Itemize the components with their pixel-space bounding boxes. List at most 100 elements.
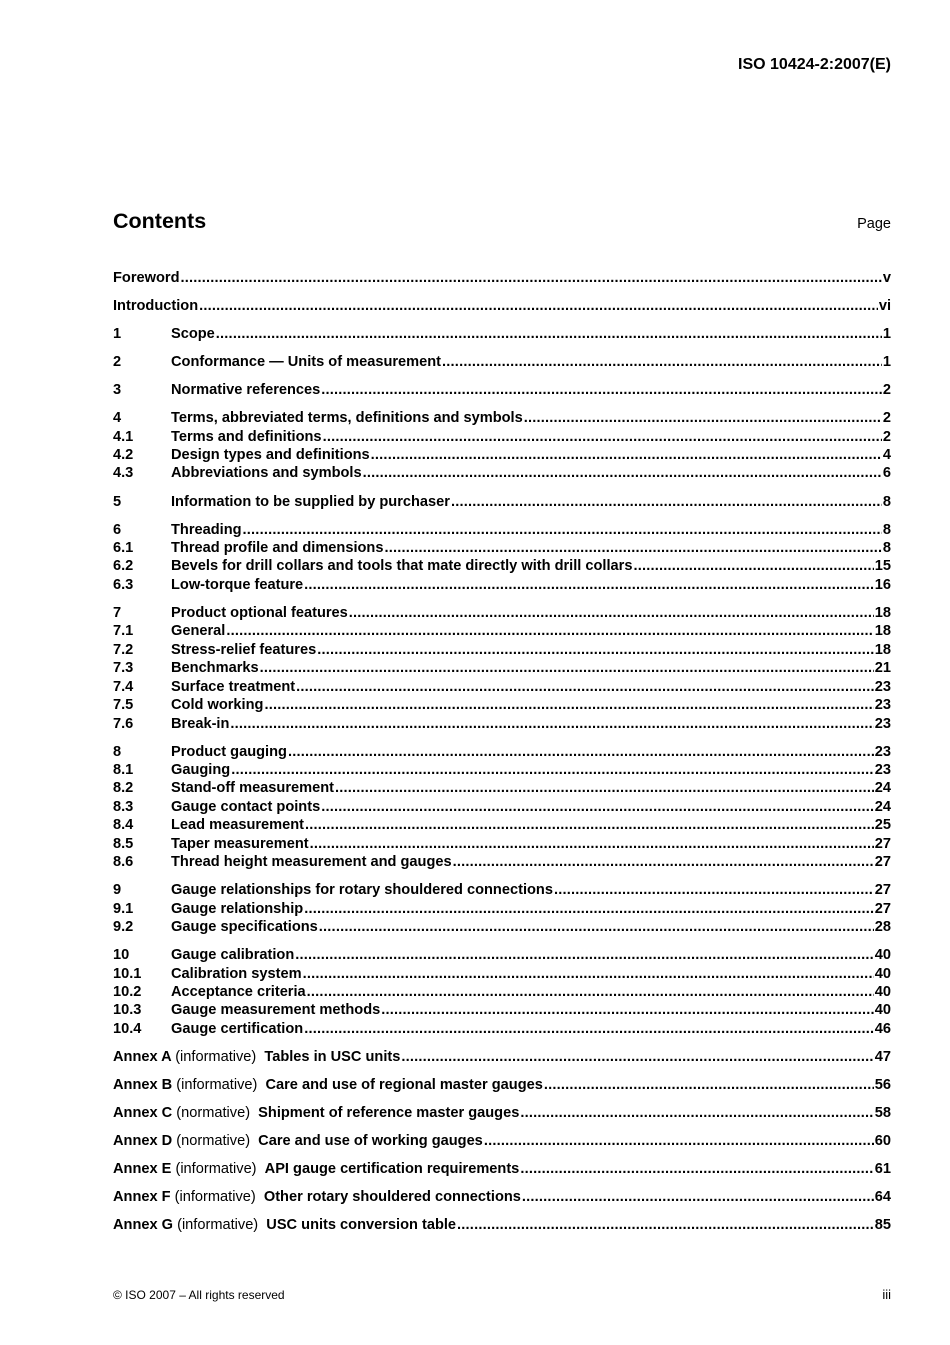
toc-entry[interactable]: 7 Product optional features 18 (113, 605, 891, 623)
toc-entry[interactable]: 9 Gauge relationships for rotary shoulder… (113, 882, 891, 900)
toc-entry[interactable]: 3 Normative references 2 (113, 382, 891, 400)
dot-leader (296, 679, 874, 695)
toc-entry[interactable]: 9.1 Gauge relationship 27 (113, 901, 891, 919)
entry-title: Gauge specifications (171, 919, 318, 936)
entry-title: Gauge relationships for rotary shouldere… (171, 882, 553, 899)
section-number: 6.3 (113, 576, 134, 593)
entry-page: 23 (874, 743, 891, 760)
toc-entry[interactable]: Annex C (normative) Shipment of referenc… (113, 1105, 891, 1123)
dot-leader (484, 1133, 874, 1149)
entry-title: Thread profile and dimensions (171, 539, 384, 556)
entry-title: Terms, abbreviated terms, definitions an… (171, 410, 523, 427)
entry-title: Thread height measurement and gauges (171, 854, 452, 871)
toc-entry[interactable]: 7.6 Break-in 23 (113, 716, 891, 734)
dot-leader (349, 605, 874, 621)
toc-entry[interactable]: 8.2 Stand-off measurement 24 (113, 780, 891, 798)
section-number: 8 (113, 743, 122, 760)
toc-entry[interactable]: 10.2 Acceptance criteria 40 (113, 984, 891, 1002)
dot-leader (321, 382, 882, 398)
toc-entry[interactable]: Annex D (normative) Care and use of work… (113, 1133, 891, 1151)
section-number: 8.2 (113, 780, 134, 797)
toc-group: 5 Information to be supplied by purchaser… (113, 494, 891, 512)
entry-title: Benchmarks (171, 660, 259, 677)
dot-leader (180, 270, 881, 286)
entry-page: 18 (874, 604, 891, 621)
dot-leader (264, 697, 873, 713)
entry-page: 18 (874, 641, 891, 658)
entry-page: 56 (874, 1076, 891, 1093)
toc-entry[interactable]: 10.4 Gauge certification 46 (113, 1021, 891, 1039)
toc-entry[interactable]: 6.1 Thread profile and dimensions 8 (113, 540, 891, 558)
copyright-notice: © ISO 2007 – All rights reserved (113, 1288, 285, 1302)
section-number: 10.1 (113, 965, 142, 982)
entry-page: 16 (874, 576, 891, 593)
dot-leader (305, 817, 874, 833)
section-number: 4.2 (113, 447, 134, 464)
toc-entry[interactable]: 2 Conformance — Units of measurement 1 (113, 354, 891, 372)
entry-page: 46 (874, 1020, 891, 1037)
toc-entry[interactable]: 10 Gauge calibration 40 (113, 947, 891, 965)
toc-entry[interactable]: Annex F (informative) Other rotary shoul… (113, 1189, 891, 1207)
toc-entry[interactable]: 1 Scope 1 (113, 326, 891, 344)
toc-entry[interactable]: 6.3 Low-torque feature 16 (113, 577, 891, 595)
toc-entry[interactable]: 4.2 Design types and definitions 4 (113, 447, 891, 465)
toc-entry[interactable]: 7.1 General 18 (113, 623, 891, 641)
annex-label: Annex D (normative) Care and use of work… (113, 1133, 483, 1149)
toc-entry[interactable]: 7.2 Stress-relief features 18 (113, 642, 891, 660)
toc-entry[interactable]: 7.5 Cold working 23 (113, 697, 891, 715)
entry-page: 18 (874, 623, 891, 640)
toc-entry[interactable]: 4.3 Abbreviations and symbols 6 (113, 465, 891, 483)
annex-type: (informative) (176, 1076, 258, 1093)
page-column-label: Page (857, 216, 891, 232)
toc-entry[interactable]: 8 Product gauging 23 (113, 744, 891, 762)
toc-entry[interactable]: 6 Threading 8 (113, 522, 891, 540)
toc-group: Annex B (informative) Care and use of re… (113, 1077, 891, 1095)
annex-label: Annex B (informative) Care and use of re… (113, 1077, 543, 1093)
toc-entry[interactable]: 6.2 Bevels for drill collars and tools th… (113, 558, 891, 576)
entry-page: 2 (882, 410, 891, 427)
toc-entry[interactable]: Foreword v (113, 270, 891, 288)
toc-group: Foreword v (113, 270, 891, 288)
toc-entry[interactable]: Annex A (informative) Tables in USC unit… (113, 1049, 891, 1067)
entry-page: 27 (874, 900, 891, 917)
toc-entry[interactable]: 10.1 Calibration system 40 (113, 966, 891, 984)
toc-entry[interactable]: 8.5 Taper measurement 27 (113, 836, 891, 854)
dot-leader (524, 410, 882, 426)
toc-entry[interactable]: Introduction vi (113, 298, 891, 316)
toc-entry[interactable]: 7.3 Benchmarks 21 (113, 660, 891, 678)
entry-title: Care and use of working gauges (258, 1132, 483, 1149)
section-number: 8.4 (113, 817, 134, 834)
entry-title: Other rotary shouldered connections (263, 1189, 521, 1206)
toc-entry[interactable]: 5 Information to be supplied by purchaser… (113, 494, 891, 512)
entry-page: 8 (882, 493, 891, 510)
entry-page: 23 (874, 761, 891, 778)
toc-group: 3 Normative references 2 (113, 382, 891, 400)
toc-entry[interactable]: 7.4 Surface treatment 23 (113, 679, 891, 697)
section-number: 10 (113, 947, 130, 964)
entry-page: 64 (874, 1189, 891, 1206)
annex-id: Annex A (113, 1048, 172, 1065)
toc-entry[interactable]: 8.1 Gauging 23 (113, 762, 891, 780)
annex-label: Annex F (informative) Other rotary shoul… (113, 1189, 521, 1205)
toc-group: 4 Terms, abbreviated terms, definitions a… (113, 410, 891, 484)
section-number: 7.6 (113, 715, 134, 732)
toc-entry[interactable]: 8.3 Gauge contact points 24 (113, 799, 891, 817)
dot-leader (216, 326, 882, 342)
toc-entry[interactable]: 4 Terms, abbreviated terms, definitions a… (113, 410, 891, 428)
section-number: 9.2 (113, 919, 134, 936)
entry-title: Taper measurement (171, 835, 309, 852)
toc-group: Introduction vi (113, 298, 891, 316)
toc-entry[interactable]: 10.3 Gauge measurement methods 40 (113, 1002, 891, 1020)
toc-entry[interactable]: 8.6 Thread height measurement and gauges 2… (113, 854, 891, 872)
toc-entry[interactable]: 8.4 Lead measurement 25 (113, 817, 891, 835)
section-number: 7.4 (113, 678, 134, 695)
toc-group: 10 Gauge calibration 40 10.1 Calibration sys… (113, 947, 891, 1039)
section-number: 1 (113, 326, 122, 343)
section-number: 7.5 (113, 697, 134, 714)
annex-id: Annex C (113, 1104, 173, 1121)
toc-entry[interactable]: Annex E (informative) API gauge certific… (113, 1161, 891, 1179)
toc-entry[interactable]: Annex B (informative) Care and use of re… (113, 1077, 891, 1095)
toc-entry[interactable]: 4.1 Terms and definitions 2 (113, 429, 891, 447)
toc-entry[interactable]: Annex G (informative) USC units conversi… (113, 1217, 891, 1235)
toc-entry[interactable]: 9.2 Gauge specifications 28 (113, 919, 891, 937)
